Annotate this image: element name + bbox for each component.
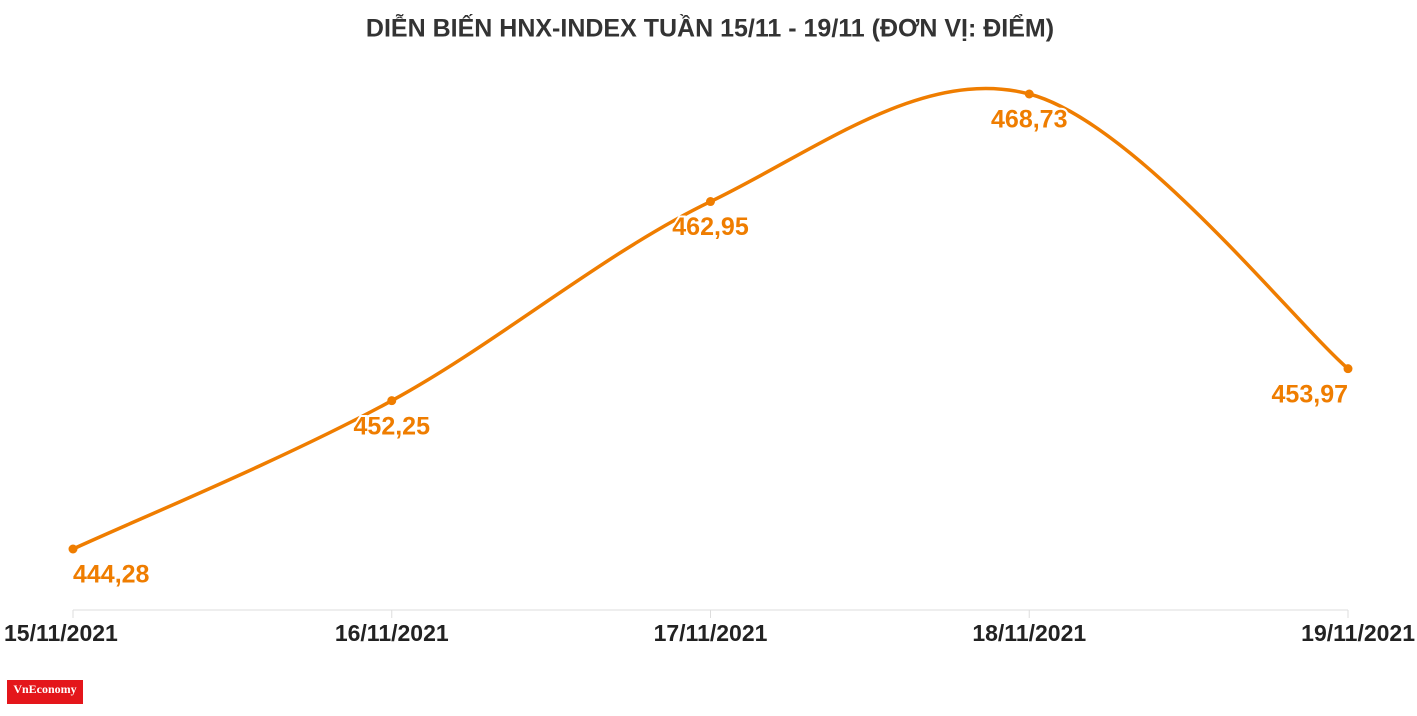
point xyxy=(1024,89,1034,99)
line xyxy=(72,86,1350,551)
value-label: 452,25 xyxy=(354,412,431,440)
value-label: 444,28 xyxy=(73,561,150,589)
logo: VnEconomy xyxy=(13,682,76,696)
x-tick-label: 15/11/2021 xyxy=(4,620,118,646)
point xyxy=(706,197,715,207)
value-label: 453,97 xyxy=(1272,380,1348,408)
point xyxy=(1343,364,1353,374)
logo-box xyxy=(7,680,83,704)
x-tick-label: 18/11/2021 xyxy=(972,620,1086,646)
value-label: 468,73 xyxy=(991,106,1067,134)
value-label: 462,95 xyxy=(672,213,749,241)
chart-title: DIỄN BIẾN HNX-INDEX TUẦN 15/11 - 19/11 (… xyxy=(366,13,1054,43)
x-tick-label: 16/11/2021 xyxy=(335,620,449,646)
x-tick-label: 17/11/2021 xyxy=(654,620,768,646)
point xyxy=(387,396,397,406)
x-tick-label: 19/11/2021 xyxy=(1301,620,1415,646)
point xyxy=(68,544,78,554)
